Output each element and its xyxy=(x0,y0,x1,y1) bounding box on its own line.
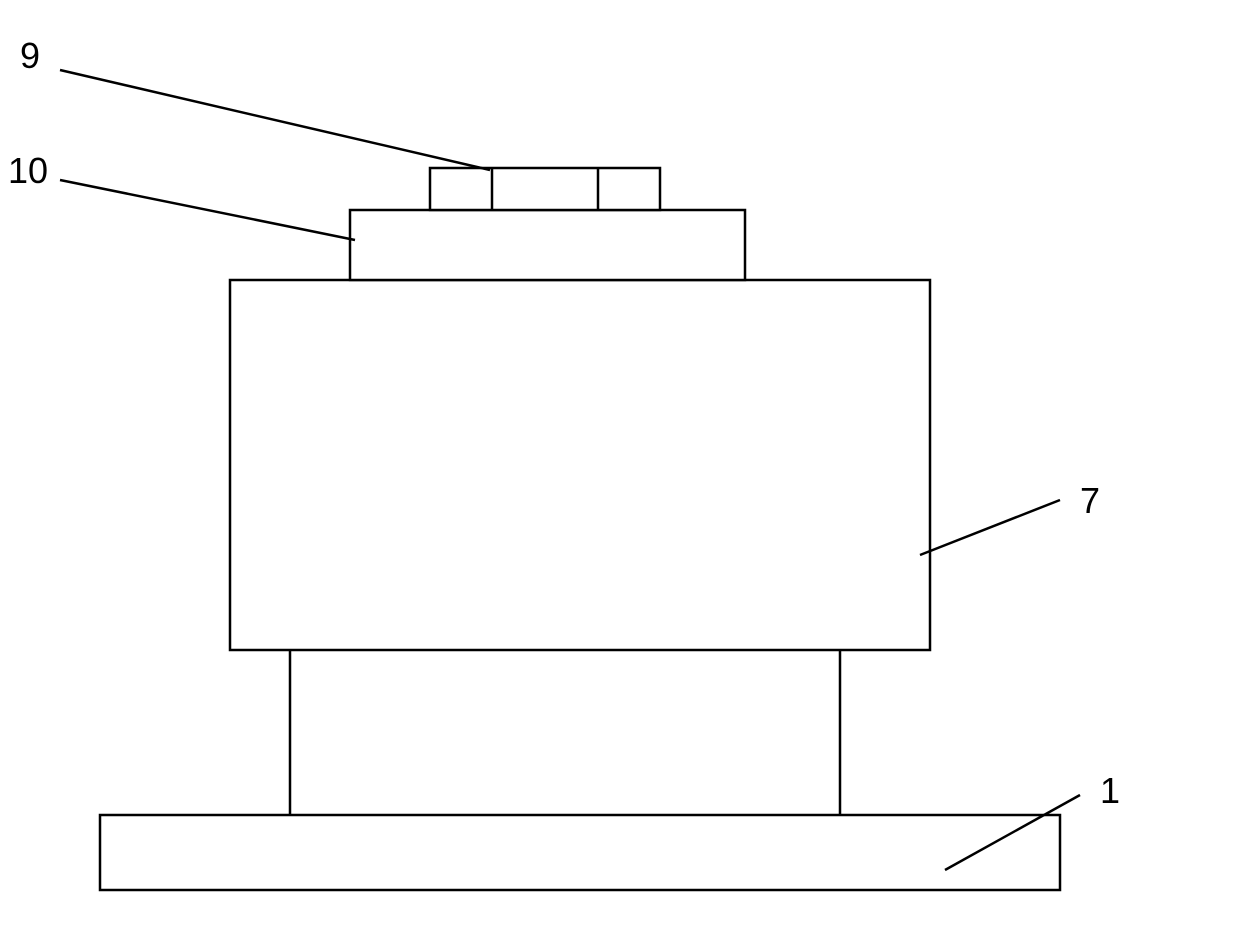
base-plate-rect xyxy=(100,815,1060,890)
label-1: 1 xyxy=(1100,770,1120,812)
leader-line-9 xyxy=(60,70,490,170)
label-9: 9 xyxy=(20,35,40,77)
leader-line-10 xyxy=(60,180,355,240)
top-nut-rect xyxy=(430,168,660,210)
technical-diagram: 9 10 7 1 xyxy=(0,0,1240,923)
label-7: 7 xyxy=(1080,480,1100,522)
leader-line-7 xyxy=(920,500,1060,555)
label-10: 10 xyxy=(8,150,48,192)
diagram-svg xyxy=(0,0,1240,923)
mid-plate-rect xyxy=(350,210,745,280)
main-body-rect xyxy=(230,280,930,650)
